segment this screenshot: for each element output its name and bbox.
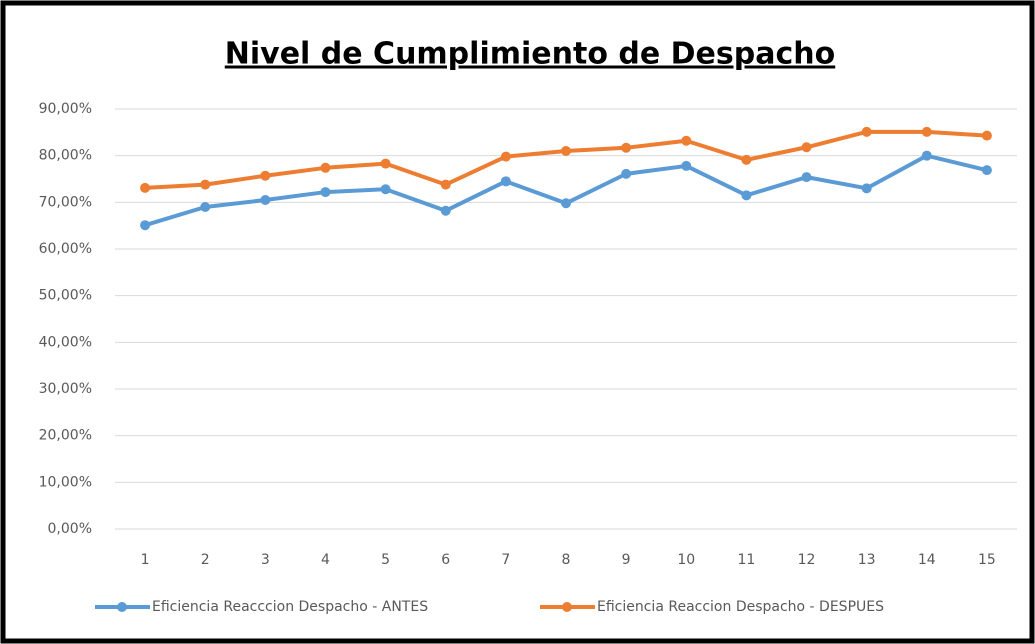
x-tick-label: 11: [737, 552, 755, 568]
y-tick-label: 30,00%: [39, 381, 92, 397]
x-tick-label: 8: [562, 552, 571, 568]
data-point: [440, 179, 451, 190]
x-tick-label: 13: [858, 552, 876, 568]
y-tick-label: 80,00%: [39, 148, 92, 164]
data-point: [440, 205, 451, 216]
data-point: [981, 130, 992, 141]
x-tick-label: 10: [677, 552, 695, 568]
x-tick-label: 7: [501, 552, 510, 568]
legend-label: Eficiencia Reaccion Despacho - DESPUES: [597, 599, 884, 615]
y-tick-label: 20,00%: [39, 428, 92, 444]
data-point: [260, 195, 271, 205]
data-point: [500, 151, 511, 162]
y-tick-label: 60,00%: [39, 241, 92, 257]
legend-label: Eficiencia Reacccion Despacho - ANTES: [152, 599, 428, 615]
data-point: [741, 154, 752, 165]
data-point: [681, 160, 692, 171]
x-tick-label: 4: [321, 552, 330, 568]
x-tick-label: 5: [381, 552, 390, 568]
data-point: [801, 172, 812, 183]
data-point: [861, 183, 872, 194]
y-tick-label: 50,00%: [39, 288, 92, 304]
data-point: [500, 176, 511, 187]
y-tick-label: 10,00%: [39, 474, 92, 490]
x-tick-label: 3: [261, 552, 270, 568]
data-point: [801, 142, 812, 153]
x-tick-label: 15: [978, 552, 996, 568]
data-point: [681, 135, 692, 146]
data-point: [200, 179, 211, 190]
legend-marker: [562, 602, 572, 612]
x-tick-label: 14: [918, 552, 936, 568]
data-point: [921, 150, 932, 161]
y-tick-label: 70,00%: [39, 194, 92, 210]
data-point: [861, 126, 872, 137]
data-point: [621, 168, 632, 179]
data-point: [320, 162, 331, 173]
data-point: [561, 146, 571, 156]
y-tick-label: 40,00%: [39, 334, 92, 350]
data-point: [981, 165, 992, 176]
data-point: [140, 220, 151, 231]
data-point: [260, 170, 271, 181]
data-point: [380, 184, 391, 195]
data-point: [741, 190, 752, 201]
x-tick-label: 12: [798, 552, 816, 568]
data-point: [561, 198, 571, 209]
y-tick-label: 90,00%: [39, 101, 92, 117]
data-point: [380, 158, 391, 169]
legend-marker: [117, 602, 127, 612]
data-point: [140, 182, 151, 193]
data-point: [320, 187, 331, 198]
data-point: [621, 142, 632, 153]
x-tick-label: 6: [441, 552, 450, 568]
x-tick-label: 1: [141, 552, 150, 568]
data-point: [200, 202, 211, 212]
y-tick-label: 0,00%: [48, 521, 92, 537]
x-tick-label: 9: [622, 552, 631, 568]
data-point: [921, 126, 932, 137]
x-tick-label: 2: [201, 552, 210, 568]
chart-title: Nivel de Cumplimiento de Despacho: [225, 37, 835, 72]
